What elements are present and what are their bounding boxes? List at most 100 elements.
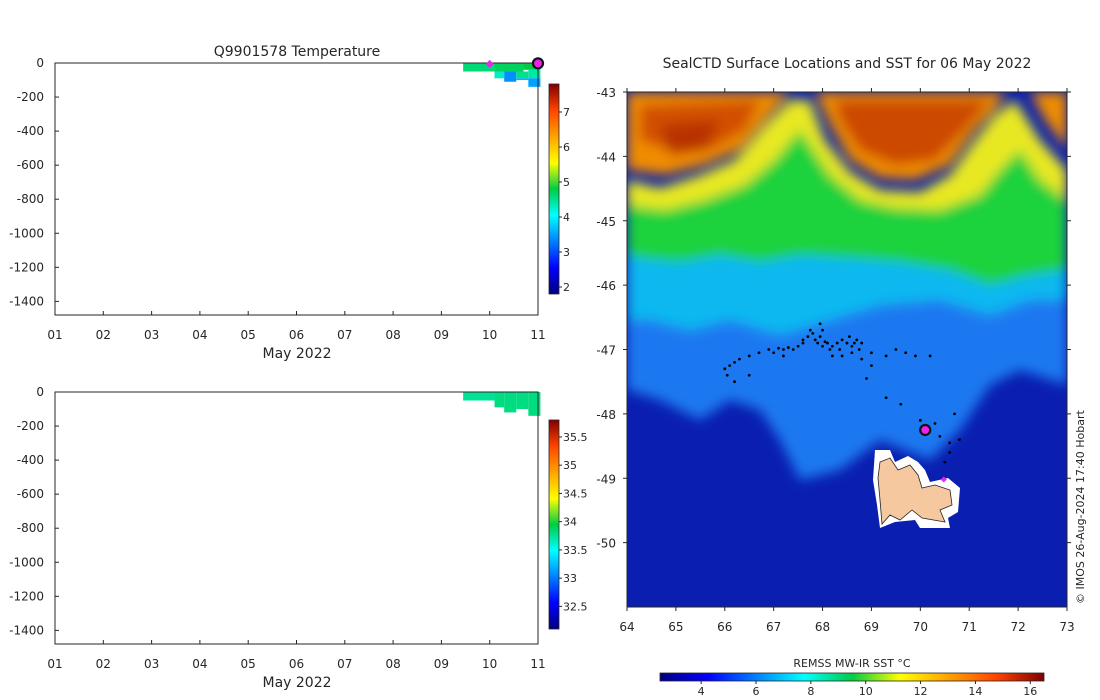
x-tick-label: 07 — [337, 657, 352, 671]
colorbar-tick-label: 33 — [563, 572, 577, 585]
track-point — [725, 373, 729, 377]
track-point — [777, 346, 780, 350]
track-point — [830, 344, 834, 348]
colorbar-tick-label: 2 — [563, 281, 570, 294]
track-point — [818, 335, 822, 339]
sst-map-panel: SealCTD Surface Locations and SST for 06… — [596, 56, 1087, 698]
track-point — [918, 418, 922, 422]
lat-tick-label: -50 — [596, 537, 616, 551]
profile-cell — [463, 63, 495, 72]
y-tick-label: -400 — [17, 453, 44, 467]
lon-tick-label: 68 — [815, 620, 830, 634]
profile-cell — [516, 392, 529, 410]
lon-tick-label: 71 — [962, 620, 977, 634]
y-tick-label: 0 — [36, 56, 44, 70]
track-point — [806, 335, 810, 339]
track-point — [757, 351, 761, 355]
start-marker — [940, 476, 947, 483]
x-tick-label: 05 — [241, 328, 256, 342]
x-tick-label: 01 — [47, 657, 62, 671]
lon-tick-label: 66 — [717, 620, 732, 634]
track-point — [791, 348, 795, 351]
track-point — [738, 357, 741, 361]
x-tick-label: 06 — [289, 328, 304, 342]
lat-tick-label: -47 — [596, 344, 616, 358]
x-tick-label: 08 — [385, 328, 400, 342]
track-point — [870, 364, 873, 367]
x-tick-label: 05 — [241, 657, 256, 671]
track-point — [860, 357, 864, 361]
profile-cell — [463, 392, 495, 401]
track-point — [958, 438, 961, 442]
track-point — [848, 335, 851, 339]
lat-tick-label: -44 — [596, 150, 616, 164]
y-tick-label: -800 — [17, 192, 44, 206]
x-tick-label: 04 — [192, 657, 207, 671]
y-tick-label: -200 — [17, 419, 44, 433]
x-tick-label: 07 — [337, 328, 352, 342]
profile-cell — [516, 78, 529, 81]
lat-tick-label: -45 — [596, 215, 616, 229]
colorbar-tick-label: 5 — [563, 176, 570, 189]
x-tick-label: 03 — [144, 328, 159, 342]
colorbar-tick-label: 34 — [563, 516, 577, 529]
track-point — [828, 348, 832, 351]
colorbar-tick-label: 34.5 — [563, 487, 588, 500]
profile-cell — [494, 71, 505, 79]
track-point — [852, 341, 856, 345]
track-point — [747, 373, 751, 377]
profile-cell — [504, 71, 517, 82]
x-tick-label: 11 — [530, 657, 545, 671]
temperature-xlabel: May 2022 — [262, 346, 331, 362]
sst-colorbar-tick-label: 10 — [859, 685, 873, 698]
track-point — [840, 338, 844, 342]
y-tick-label: -1400 — [9, 294, 44, 308]
track-point — [894, 348, 898, 351]
track-point — [865, 377, 868, 380]
lon-tick-label: 73 — [1059, 620, 1074, 634]
x-tick-label: 08 — [385, 657, 400, 671]
x-tick-label: 11 — [530, 328, 545, 342]
temperature-panel: Q9901578 Temperature 01 02 03 04 05 06 07 08 09 1… — [9, 44, 570, 362]
track-point — [928, 354, 932, 358]
lon-tick-label: 65 — [668, 620, 683, 634]
track-point — [813, 338, 817, 342]
track-point — [933, 422, 937, 425]
x-tick-label: 02 — [96, 657, 111, 671]
track-point — [767, 348, 771, 351]
track-point — [850, 344, 854, 348]
x-tick-label: 03 — [144, 657, 159, 671]
track-point — [830, 354, 834, 358]
profile-cell — [494, 63, 524, 72]
track-point — [801, 341, 805, 345]
track-point — [821, 344, 824, 348]
track-point — [850, 351, 854, 355]
y-tick-label: -1000 — [9, 555, 44, 569]
lon-tick-label: 72 — [1010, 620, 1025, 634]
colorbar-tick-label: 4 — [563, 211, 570, 224]
colorbar-tick-label: 32.5 — [563, 600, 588, 613]
track-point — [782, 354, 785, 358]
start-marker — [485, 59, 494, 68]
sst-colorbar-tick-label: 4 — [698, 685, 705, 698]
y-tick-label: -200 — [17, 90, 44, 104]
temperature-colorbar — [548, 83, 560, 295]
sst-colorbar-tick-label: 8 — [807, 685, 814, 698]
sst-field — [627, 92, 1067, 607]
track-point — [948, 441, 952, 445]
y-tick-label: 0 — [36, 385, 44, 399]
track-point — [801, 338, 805, 342]
profile-cell — [528, 69, 541, 79]
track-point — [733, 360, 736, 364]
track-point — [816, 341, 820, 345]
track-point — [796, 344, 800, 348]
sst-colorbar-tick-label: 16 — [1023, 685, 1037, 698]
y-tick-label: -1400 — [9, 623, 44, 637]
sst-colorbar-tick-label: 6 — [753, 685, 760, 698]
lat-tick-label: -46 — [596, 279, 616, 293]
track-point — [818, 322, 822, 326]
track-point — [938, 435, 942, 438]
track-point — [870, 351, 873, 355]
y-tick-label: -800 — [17, 521, 44, 535]
